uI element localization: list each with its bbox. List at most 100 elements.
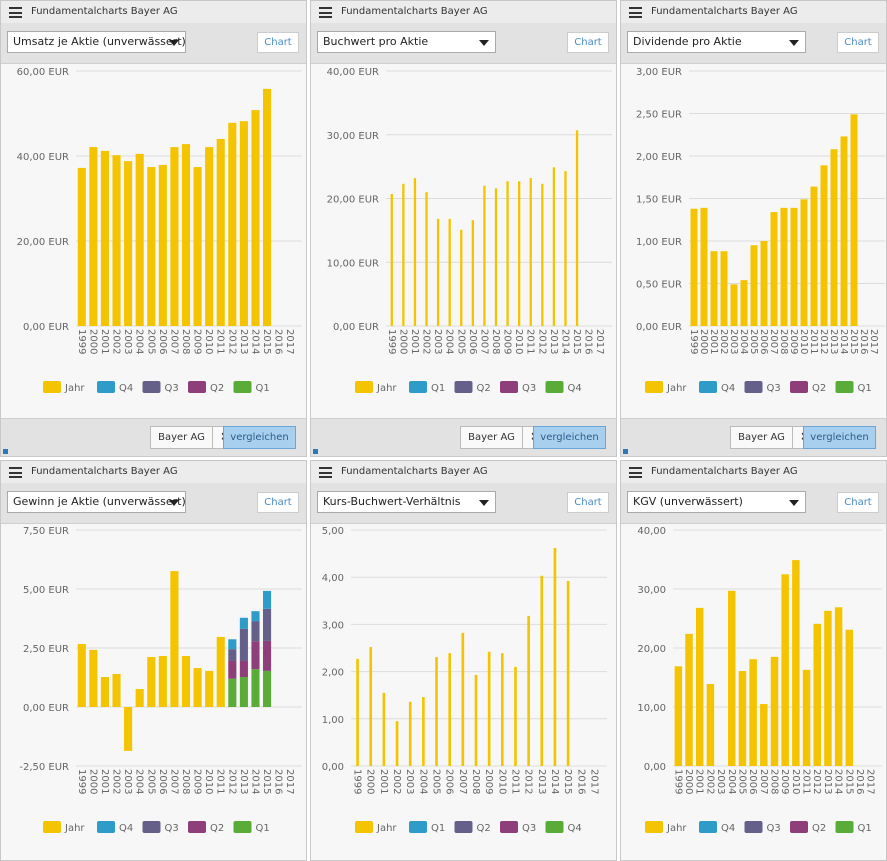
bar — [158, 656, 167, 707]
bar — [474, 674, 478, 766]
legend-label: Q2 — [210, 383, 224, 394]
x-tick-label: 2000 — [698, 329, 709, 354]
x-tick-label: 2011 — [808, 329, 819, 354]
legend-swatch — [744, 821, 763, 833]
bar — [471, 220, 474, 326]
company-tag[interactable]: Bayer AG — [150, 426, 213, 449]
metric-dropdown[interactable]: Kurs-Buchwert-Verhältnis — [317, 491, 496, 513]
x-tick-label: 2010 — [513, 329, 524, 354]
chart-button[interactable]: Chart — [567, 32, 609, 53]
metric-dropdown[interactable]: Dividende pro Aktie — [627, 31, 806, 53]
legend-label: Jahr — [64, 823, 85, 834]
bar — [506, 181, 509, 326]
bar — [100, 677, 109, 707]
stacked-bar — [263, 608, 272, 641]
legend-label: Q2 — [210, 823, 224, 834]
x-tick-label: 2002 — [111, 769, 122, 794]
x-tick-label: 2009 — [502, 329, 513, 354]
compare-button[interactable]: vergleichen — [223, 426, 296, 449]
legend-swatch — [43, 381, 61, 393]
legend-label: Q4 — [568, 383, 582, 394]
x-tick-label: 2010 — [203, 329, 214, 354]
x-tick-label: 2002 — [718, 329, 729, 354]
x-tick-label: 2004 — [134, 329, 145, 354]
menu-icon[interactable] — [9, 467, 22, 478]
x-tick-label: 2005 — [431, 769, 442, 794]
y-tick-label: 20,00 — [637, 644, 666, 655]
menu-icon[interactable] — [629, 467, 642, 478]
status-dot — [3, 449, 8, 454]
bar — [845, 629, 854, 766]
y-tick-label: 30,00 — [637, 585, 666, 596]
legend-swatch — [454, 821, 473, 833]
x-tick-label: 2015 — [848, 329, 859, 354]
chart: 0,00 1,00 2,00 3,00 4,00 5,00 1999 2000 2001 2002… — [322, 526, 607, 834]
bar — [369, 647, 373, 766]
menu-icon[interactable] — [319, 467, 332, 478]
bar — [813, 623, 821, 766]
metric-dropdown[interactable]: Buchwert pro Aktie — [317, 31, 496, 53]
metric-dropdown[interactable]: KGV (unverwässert) — [627, 491, 806, 513]
company-tag[interactable]: Bayer AG — [460, 426, 523, 449]
metric-dropdown[interactable]: Umsatz je Aktie (unverwässert) — [7, 31, 186, 53]
chart-button[interactable]: Chart — [837, 32, 879, 53]
y-tick-label: 20,00 EUR — [17, 237, 69, 248]
panel-title: Fundamentalcharts Bayer AG — [651, 466, 798, 477]
x-tick-label: 2017 — [865, 769, 876, 794]
stacked-bar — [263, 590, 272, 609]
footer: Bayer AG✖vergleichen — [1, 418, 306, 456]
y-tick-label: 5,00 — [322, 526, 344, 537]
compare-button[interactable]: vergleichen — [533, 426, 606, 449]
bar — [564, 171, 567, 326]
menu-icon[interactable] — [319, 7, 332, 18]
bar — [750, 245, 758, 326]
chart-button[interactable]: Chart — [257, 32, 299, 53]
bar — [483, 185, 486, 326]
panel: Fundamentalcharts Bayer AG KGV (unverwäss… — [620, 460, 887, 861]
company-tag[interactable]: Bayer AG — [730, 426, 793, 449]
bar — [514, 666, 517, 766]
x-tick-label: 2006 — [467, 329, 478, 354]
legend-swatch — [790, 821, 808, 833]
bar — [124, 161, 133, 326]
legend-label: Jahr — [376, 383, 397, 394]
bar — [461, 632, 465, 766]
bar — [425, 192, 428, 326]
y-tick-label: 10,00 EUR — [327, 258, 379, 269]
stacked-bar — [239, 628, 248, 661]
x-tick-label: 2015 — [843, 769, 854, 794]
bar — [436, 218, 440, 326]
stacked-bar — [239, 617, 248, 629]
chart-button[interactable]: Chart — [257, 492, 299, 513]
panel-header: Fundamentalcharts Bayer AG — [311, 1, 616, 24]
legend-swatch — [188, 381, 206, 393]
y-tick-label: 0,50 EUR — [636, 280, 682, 291]
bar — [834, 607, 843, 766]
y-tick-label: 3,00 — [322, 620, 344, 631]
y-tick-label: 10,00 — [637, 703, 666, 714]
bar — [527, 615, 530, 766]
stacked-bar — [251, 621, 260, 642]
x-tick-label: 2009 — [788, 329, 799, 354]
panel-header: Fundamentalcharts Bayer AG — [311, 461, 616, 484]
compare-button[interactable]: vergleichen — [803, 426, 876, 449]
menu-icon[interactable] — [629, 7, 642, 18]
bar — [770, 212, 778, 326]
y-tick-label: -2,50 EUR — [19, 762, 69, 773]
bar — [760, 241, 768, 326]
metric-dropdown[interactable]: Gewinn je Aktie (unverwässert) — [7, 491, 186, 513]
chart-button[interactable]: Chart — [567, 492, 609, 513]
bar — [695, 607, 704, 766]
menu-icon[interactable] — [9, 7, 22, 18]
stacked-bar — [263, 640, 272, 671]
status-dot — [623, 449, 628, 454]
x-tick-label: 2013 — [536, 769, 547, 794]
y-tick-label: 60,00 EUR — [17, 67, 69, 78]
legend-swatch — [97, 381, 115, 393]
panel-title: Fundamentalcharts Bayer AG — [31, 6, 178, 17]
bar — [205, 670, 214, 707]
legend-label: Q4 — [119, 383, 133, 394]
chart-button[interactable]: Chart — [837, 492, 879, 513]
bar — [390, 194, 393, 326]
y-tick-label: 1,50 EUR — [636, 195, 682, 206]
